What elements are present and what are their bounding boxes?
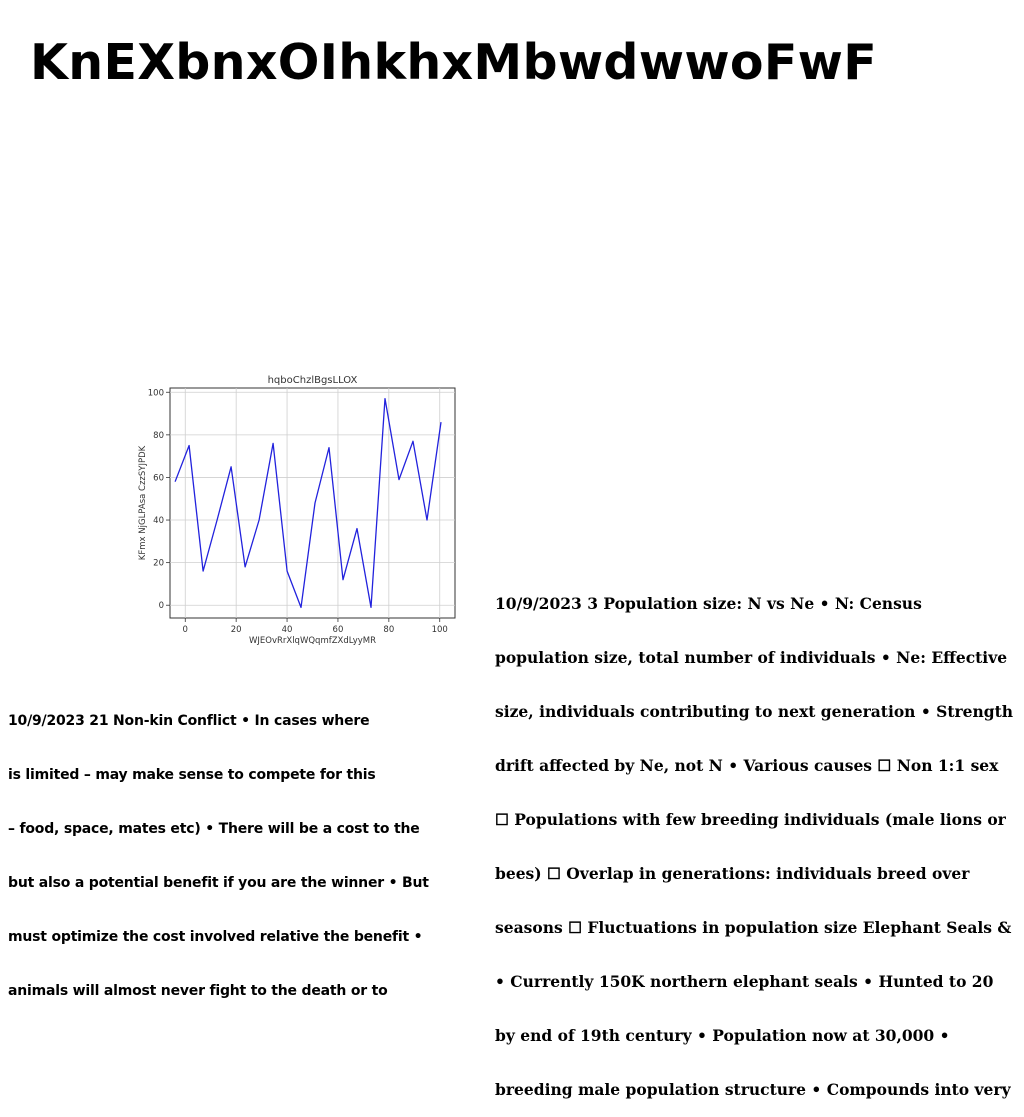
text-line: seasons ☐ Fluctuations in population siz… bbox=[495, 918, 1012, 937]
right-text-block: 10/9/2023 3 Population size: N vs Ne • N… bbox=[495, 559, 1023, 1117]
y-tick-label: 20 bbox=[153, 559, 164, 569]
x-axis-label: WJEOvRrXlqWQqmfZXdLyyMR bbox=[249, 636, 376, 646]
text-line: 10/9/2023 21 Non-kin Conflict • In cases… bbox=[8, 713, 370, 729]
x-tick-label: 100 bbox=[432, 625, 448, 635]
text-line: size, individuals contributing to next g… bbox=[495, 702, 1014, 721]
text-line: must optimize the cost involved relative… bbox=[8, 929, 423, 945]
chart-title: hqboChzlBgsLLOX bbox=[268, 375, 358, 386]
y-tick-label: 100 bbox=[148, 388, 164, 398]
text-line: animals will almost never fight to the d… bbox=[8, 983, 388, 999]
x-tick-label: 0 bbox=[183, 625, 188, 635]
plot-area bbox=[169, 387, 456, 619]
text-line: but also a potential benefit if you are … bbox=[8, 875, 429, 891]
line-chart-svg: 0 20 40 60 80 100 0 20 40 60 80 100 hqboChzlBgsLLOX… bbox=[138, 375, 456, 646]
x-tick-label: 40 bbox=[282, 625, 293, 635]
text-line: is limited – may make sense to compete f… bbox=[8, 767, 376, 783]
line-chart: 0 20 40 60 80 100 0 20 40 60 80 100 hqboChzlBgsLLOX… bbox=[130, 370, 460, 650]
text-line: breeding male population structure • Com… bbox=[495, 1080, 1011, 1099]
text-line: population size, total number of individ… bbox=[495, 648, 1008, 667]
text-line: by end of 19th century • Population now … bbox=[495, 1026, 950, 1045]
text-line: 10/9/2023 3 Population size: N vs Ne • N… bbox=[495, 594, 922, 613]
page-title: KnEXbnxOIhkhxMbwdwwoFwF bbox=[30, 34, 878, 91]
axis-ticks: 0 20 40 60 80 100 0 20 40 60 80 100 bbox=[148, 388, 448, 635]
left-text-block: 10/9/2023 21 Non-kin Conflict • In cases… bbox=[8, 676, 468, 1018]
series-line bbox=[174, 397, 442, 609]
x-tick-label: 20 bbox=[231, 625, 242, 635]
y-tick-label: 80 bbox=[153, 431, 164, 441]
x-tick-label: 80 bbox=[383, 625, 394, 635]
text-line: – food, space, mates etc) • There will b… bbox=[8, 821, 420, 837]
y-axis-label: KFmx NjGLPAsa CzzSYJPDK bbox=[138, 445, 148, 560]
text-line: drift affected by Ne, not N • Various ca… bbox=[495, 756, 999, 775]
x-tick-label: 60 bbox=[333, 625, 344, 635]
text-line: ☐ Populations with few breeding individu… bbox=[495, 810, 1006, 829]
y-tick-label: 0 bbox=[159, 601, 164, 611]
y-tick-label: 40 bbox=[153, 516, 164, 526]
y-tick-label: 60 bbox=[153, 473, 164, 483]
text-line: bees) ☐ Overlap in generations: individu… bbox=[495, 864, 970, 883]
text-line: • Currently 150K northern elephant seals… bbox=[495, 972, 994, 991]
